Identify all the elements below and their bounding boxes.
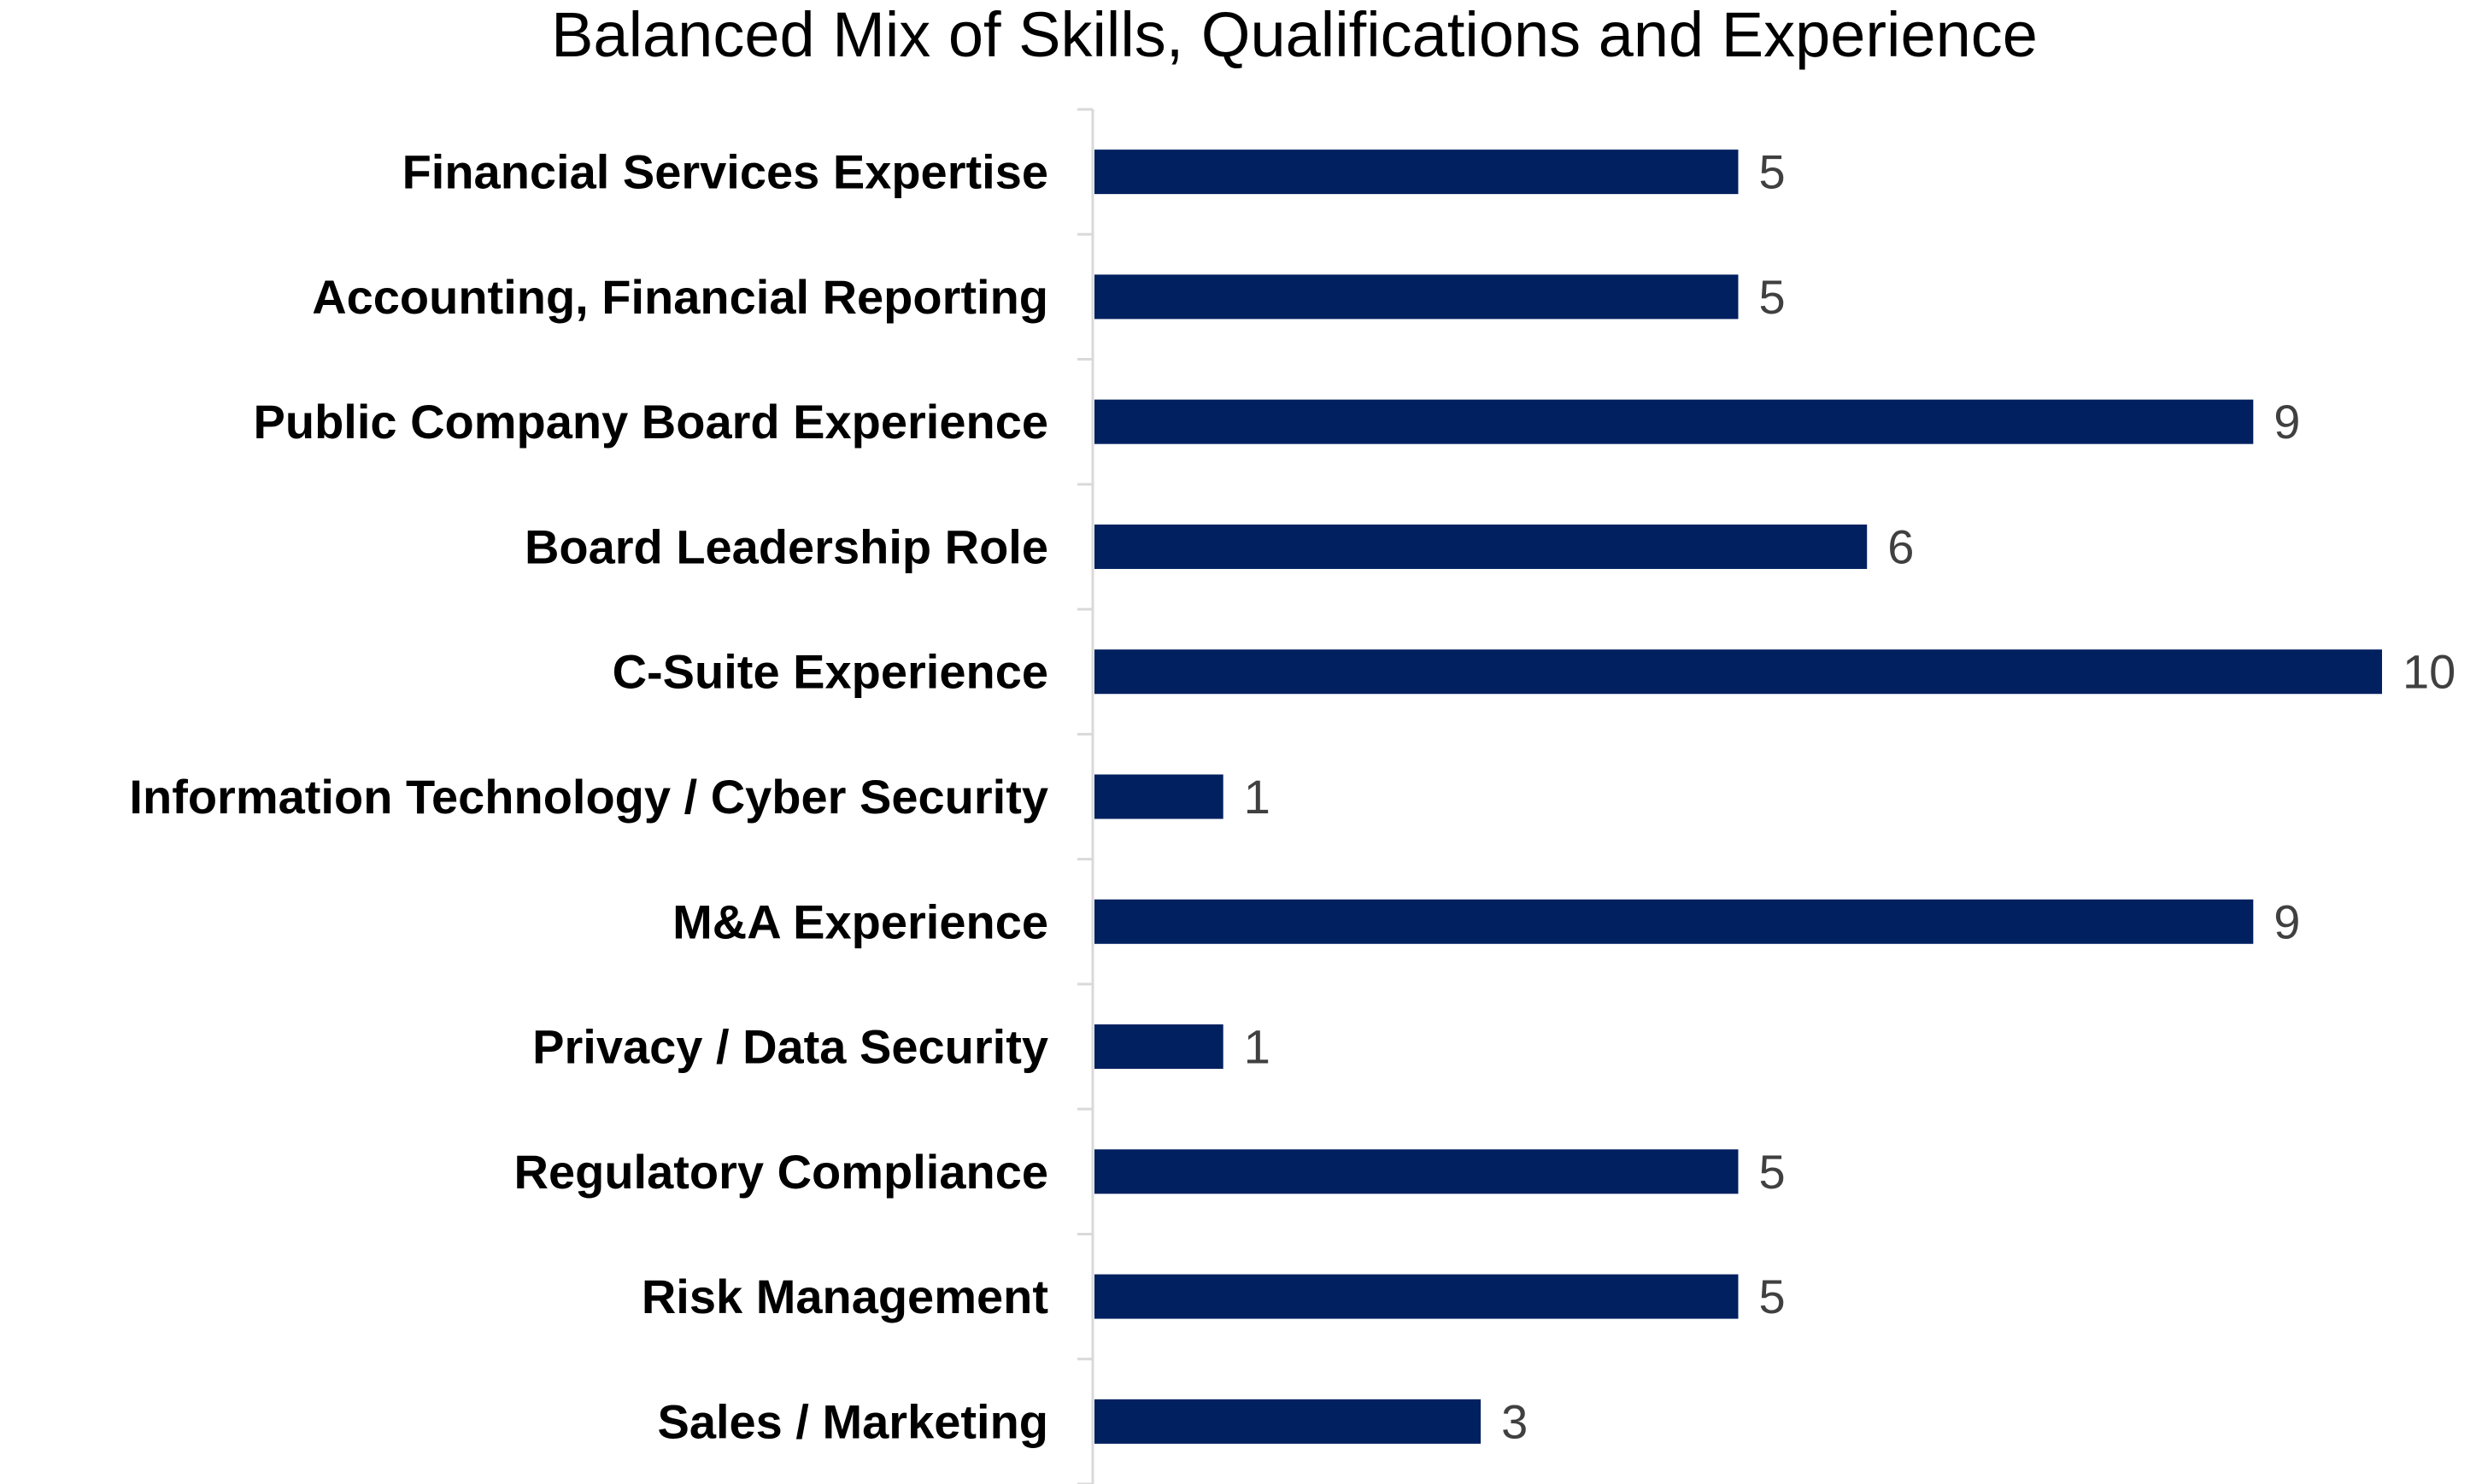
data-label: 3 — [1501, 1394, 1528, 1448]
bar — [1094, 1149, 1739, 1194]
bar — [1094, 150, 1739, 195]
bar — [1094, 1399, 1481, 1444]
data-label: 1 — [1244, 770, 1270, 824]
chart-title: Balanced Mix of Skills, Qualifications a… — [551, 0, 2038, 70]
category-labels: Financial Services Expertise Accounting, … — [129, 145, 1048, 1449]
bar — [1094, 524, 1868, 569]
category-label: Sales / Marketing — [657, 1394, 1048, 1448]
category-label: C-Suite Experience — [613, 645, 1048, 699]
bar — [1094, 1024, 1223, 1070]
category-label: M&A Experience — [672, 895, 1048, 948]
bar — [1094, 774, 1223, 819]
data-label: 9 — [2274, 395, 2300, 449]
bar — [1094, 649, 2382, 695]
axis-layer — [1077, 108, 1094, 1484]
category-label: Risk Management — [642, 1270, 1048, 1323]
bar — [1094, 899, 2254, 944]
data-label: 9 — [2274, 895, 2300, 948]
bar — [1094, 1274, 1739, 1319]
value-labels: 5 5 9 6 10 1 9 1 5 5 3 — [1244, 145, 2456, 1449]
data-label: 5 — [1759, 270, 1786, 324]
bars-layer — [1094, 150, 2382, 1444]
data-label: 6 — [1887, 519, 1914, 573]
data-label: 5 — [1759, 1270, 1786, 1323]
data-label: 1 — [1244, 1020, 1270, 1074]
data-label: 10 — [2403, 645, 2455, 699]
data-label: 5 — [1759, 145, 1786, 199]
category-label: Privacy / Data Security — [532, 1020, 1048, 1074]
bar — [1094, 274, 1739, 320]
category-label: Public Company Board Experience — [254, 395, 1048, 449]
category-label: Accounting, Financial Reporting — [312, 270, 1048, 324]
category-label: Board Leadership Role — [525, 519, 1048, 573]
category-label: Financial Services Expertise — [402, 145, 1048, 199]
category-label: Regulatory Compliance — [514, 1145, 1048, 1199]
bar — [1094, 399, 2254, 444]
data-label: 5 — [1759, 1145, 1786, 1199]
category-label: Information Technology / Cyber Security — [129, 770, 1048, 824]
